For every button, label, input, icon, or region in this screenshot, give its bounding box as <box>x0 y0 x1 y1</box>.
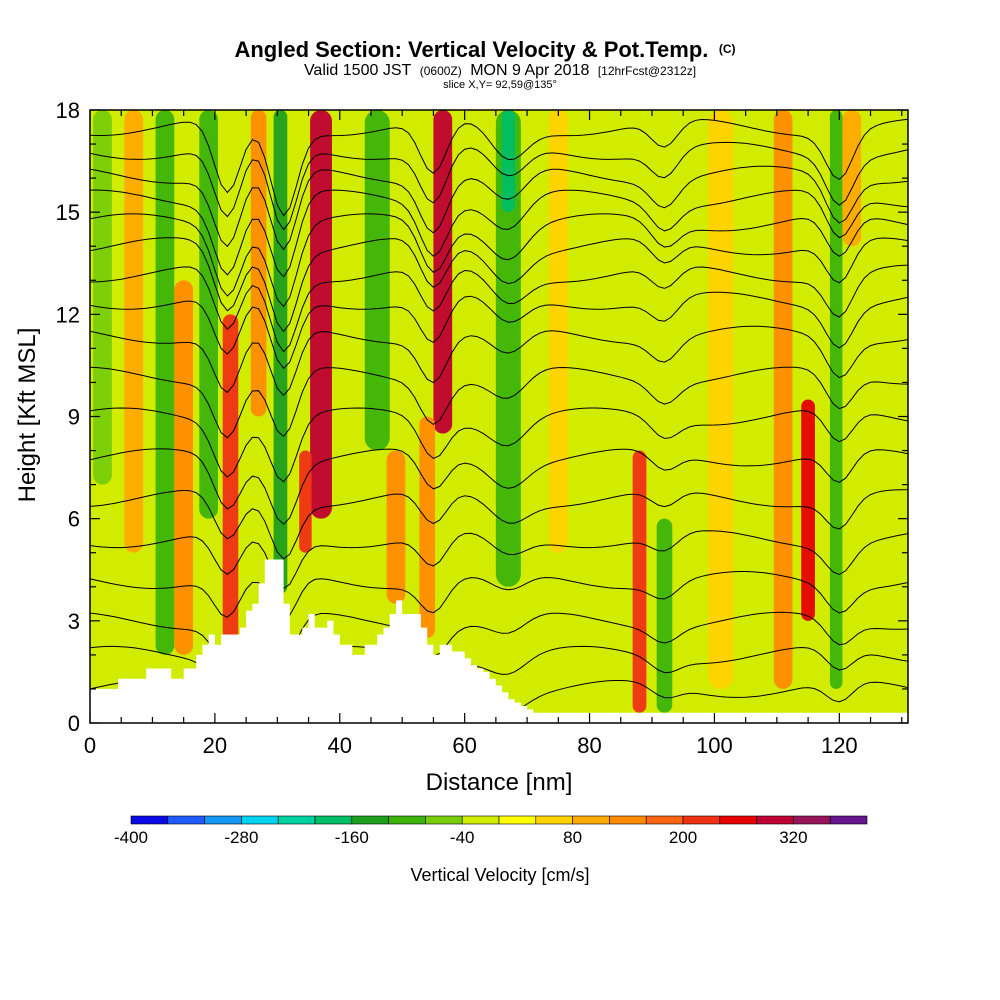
colorbar-swatch <box>609 815 647 825</box>
colorbar-swatch <box>572 815 610 825</box>
colorbar-swatch <box>793 815 831 825</box>
isentrope-line <box>90 237 908 333</box>
colorbar-swatch <box>682 815 721 825</box>
velocity-band <box>364 110 390 451</box>
plot-area <box>90 110 908 723</box>
x-tick-label: 0 <box>84 733 96 758</box>
velocity-band <box>222 314 239 649</box>
y-tick-label: 18 <box>56 98 80 123</box>
isentrope-line <box>90 407 908 483</box>
colorbar-tick-label: -280 <box>224 828 258 847</box>
isentrope-line <box>90 571 908 621</box>
x-tick-label: 100 <box>696 733 733 758</box>
x-tick-label: 40 <box>328 733 352 758</box>
velocity-band <box>829 110 843 689</box>
isentrope-line <box>90 213 908 308</box>
velocity-band <box>870 110 896 689</box>
colorbar-swatch <box>498 815 537 825</box>
y-tick-label: 9 <box>68 405 80 430</box>
y-tick-label: 6 <box>68 507 80 532</box>
colorbar-swatch <box>829 815 868 825</box>
velocity-band <box>501 110 516 213</box>
x-axis-label: Distance [nm] <box>426 769 573 796</box>
colorbar-swatch <box>351 815 389 825</box>
x-tick-label: 80 <box>577 733 601 758</box>
y-tick-label: 15 <box>56 200 80 225</box>
x-tick-label: 20 <box>203 733 227 758</box>
velocity-band <box>93 110 112 485</box>
colorbar-tick-label: 80 <box>563 828 582 847</box>
velocity-band <box>419 416 435 638</box>
isentrope-line <box>90 291 908 370</box>
x-tick-label: 120 <box>821 733 858 758</box>
isentrope-line <box>90 141 908 231</box>
velocity-band <box>174 280 194 655</box>
colorbar-swatch <box>204 815 242 825</box>
colorbar-swatch <box>756 815 794 825</box>
slice-info: slice X,Y= 92,59@135° <box>443 79 557 91</box>
colorbar-swatch <box>719 815 757 825</box>
velocity-band <box>299 450 312 553</box>
y-tick-label: 3 <box>68 609 80 634</box>
velocity-band <box>310 110 332 519</box>
colorbar-tick-labels: -400 -280 -160 -40 80 200 320 <box>114 828 808 847</box>
colorbar-swatch <box>535 815 573 825</box>
isentrope-line <box>90 325 908 397</box>
isentrope-line <box>90 366 908 439</box>
y-tick-label: 12 <box>56 302 80 327</box>
colorbar-title: Vertical Velocity [cm/s] <box>410 865 589 885</box>
isentrope-line <box>90 118 908 217</box>
isentrope-line <box>90 189 908 278</box>
colorbar-swatch <box>167 815 205 825</box>
colorbar-swatch <box>130 815 169 825</box>
velocity-band <box>466 110 489 621</box>
colorbar-swatch <box>241 815 279 825</box>
colorbar-tick-label: 200 <box>669 828 697 847</box>
colorbar-tick-label: -160 <box>335 828 369 847</box>
colorbar-swatch <box>461 815 500 825</box>
chart-title: Angled Section: Vertical Velocity & Pot.… <box>234 37 735 62</box>
y-axis-label: Height [Kft MSL] <box>14 328 41 503</box>
velocity-band <box>656 518 673 713</box>
isentrope-line <box>90 489 908 560</box>
colorbar-swatch <box>425 815 463 825</box>
velocity-band <box>124 110 144 553</box>
velocity-band <box>708 110 734 689</box>
isentrope-line <box>90 448 908 525</box>
x-tick-label: 60 <box>452 733 476 758</box>
colorbar-swatch <box>314 815 353 825</box>
colorbar <box>130 815 868 825</box>
velocity-band <box>632 450 647 713</box>
isentrope-line <box>90 264 908 353</box>
velocity-band <box>386 450 406 604</box>
colorbar-tick-label: -40 <box>450 828 475 847</box>
colorbar-swatch <box>277 815 316 825</box>
isentrope-line <box>90 530 908 589</box>
velocity-band <box>801 399 815 621</box>
velocity-band <box>273 110 288 594</box>
colorbar-tick-label: -400 <box>114 828 148 847</box>
valid-time-line: Valid 1500 JST (0600Z) MON 9 Apr 2018 [1… <box>304 62 696 79</box>
velocity-band <box>250 110 267 417</box>
velocity-band <box>583 110 609 689</box>
velocity-band <box>433 110 453 434</box>
isentrope-line <box>90 165 908 251</box>
y-axis: 0 3 6 9 12 15 18 <box>56 98 908 736</box>
y-tick-label: 0 <box>68 711 80 736</box>
terrain <box>90 559 908 723</box>
velocity-band <box>773 110 793 689</box>
colorbar-swatch <box>645 815 684 825</box>
velocity-band <box>842 110 862 247</box>
x-axis: 0 20 40 60 80 100 120 <box>84 110 903 758</box>
velocity-band <box>742 110 762 655</box>
velocity-band <box>155 110 175 655</box>
colorbar-tick-label: 320 <box>779 828 807 847</box>
colorbar-swatch <box>388 815 426 825</box>
